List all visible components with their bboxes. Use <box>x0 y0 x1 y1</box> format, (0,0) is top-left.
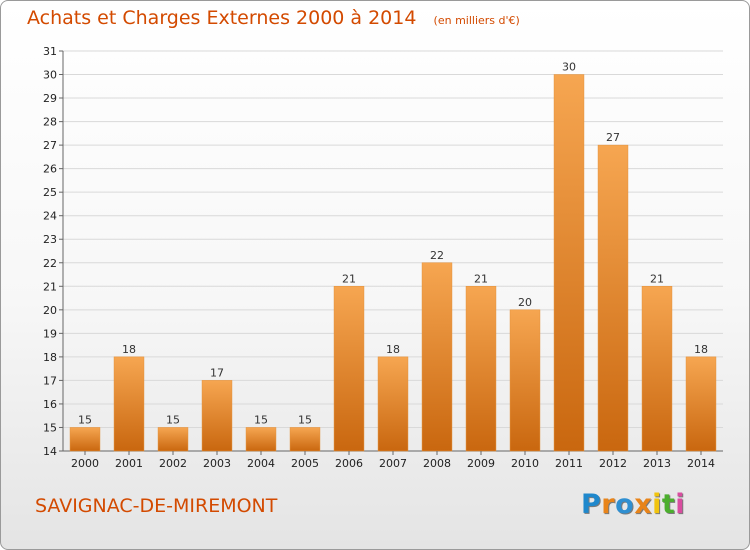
y-tick-label: 25 <box>43 186 57 199</box>
bar <box>509 309 541 452</box>
logo-letter: o <box>615 489 635 520</box>
bar <box>201 380 233 452</box>
logo-letter: P <box>581 489 602 520</box>
x-tick-label: 2014 <box>687 457 715 470</box>
bar-value-label: 15 <box>78 413 92 426</box>
x-tick-label: 2013 <box>643 457 671 470</box>
proxiti-logo[interactable]: Proxiti <box>581 489 685 520</box>
y-tick-label: 14 <box>43 445 57 458</box>
x-tick-label: 2002 <box>159 457 187 470</box>
bar-value-label: 18 <box>386 343 400 356</box>
x-tick-label: 2004 <box>247 457 275 470</box>
bar-value-label: 27 <box>606 131 620 144</box>
bar-value-label: 20 <box>518 296 532 309</box>
y-tick-label: 18 <box>43 351 57 364</box>
bar <box>377 356 409 452</box>
bar-value-label: 15 <box>166 413 180 426</box>
y-tick-label: 23 <box>43 233 57 246</box>
x-tick-label: 2007 <box>379 457 407 470</box>
bar-value-label: 21 <box>342 272 356 285</box>
y-tick-label: 15 <box>43 421 57 434</box>
logo-letter: t <box>661 489 676 520</box>
x-tick-label: 2001 <box>115 457 143 470</box>
y-tick-label: 22 <box>43 257 57 270</box>
bar-value-label: 15 <box>298 413 312 426</box>
logo-letter: i <box>675 489 686 520</box>
x-tick-label: 2008 <box>423 457 451 470</box>
logo-letter: r <box>601 489 616 520</box>
chart-unit: (en milliers d'€) <box>433 14 520 27</box>
bar <box>113 356 145 452</box>
bar-value-label: 21 <box>650 272 664 285</box>
logo-letter: i <box>652 489 662 520</box>
chart-title: Achats et Charges Externes 2000 à 2014 <box>27 7 417 29</box>
bar-value-label: 21 <box>474 272 488 285</box>
y-tick-label: 30 <box>43 69 57 82</box>
bar <box>553 74 585 452</box>
x-tick-label: 2005 <box>291 457 319 470</box>
bar <box>333 286 365 452</box>
bar-value-label: 17 <box>210 366 224 379</box>
x-tick-label: 2011 <box>555 457 583 470</box>
bar-value-label: 15 <box>254 413 268 426</box>
bar <box>465 286 497 452</box>
y-tick-label: 17 <box>43 374 57 387</box>
bar <box>421 262 453 452</box>
bar <box>641 286 673 452</box>
bar-value-label: 30 <box>562 61 576 74</box>
bar-value-label: 18 <box>694 343 708 356</box>
x-tick-label: 2010 <box>511 457 539 470</box>
y-tick-label: 19 <box>43 327 57 340</box>
bar-value-label: 22 <box>430 249 444 262</box>
logo-letter: x <box>634 489 653 520</box>
bar-value-label: 18 <box>122 343 136 356</box>
bar <box>157 427 189 452</box>
y-tick-label: 28 <box>43 116 57 129</box>
y-tick-label: 31 <box>43 45 57 58</box>
y-tick-label: 29 <box>43 92 57 105</box>
y-tick-label: 20 <box>43 304 57 317</box>
bar <box>245 427 277 452</box>
bar <box>597 144 629 452</box>
x-tick-label: 2003 <box>203 457 231 470</box>
x-tick-label: 2009 <box>467 457 495 470</box>
x-tick-label: 2000 <box>71 457 99 470</box>
y-tick-label: 16 <box>43 398 57 411</box>
y-tick-label: 24 <box>43 210 57 223</box>
y-tick-label: 26 <box>43 163 57 176</box>
x-tick-label: 2006 <box>335 457 363 470</box>
bar <box>685 356 717 452</box>
bar <box>289 427 321 452</box>
commune-name: SAVIGNAC-DE-MIREMONT <box>35 495 278 517</box>
y-tick-label: 21 <box>43 280 57 293</box>
y-tick-label: 27 <box>43 139 57 152</box>
title-row: Achats et Charges Externes 2000 à 2014 (… <box>27 7 520 29</box>
x-tick-label: 2012 <box>599 457 627 470</box>
bar <box>69 427 101 452</box>
